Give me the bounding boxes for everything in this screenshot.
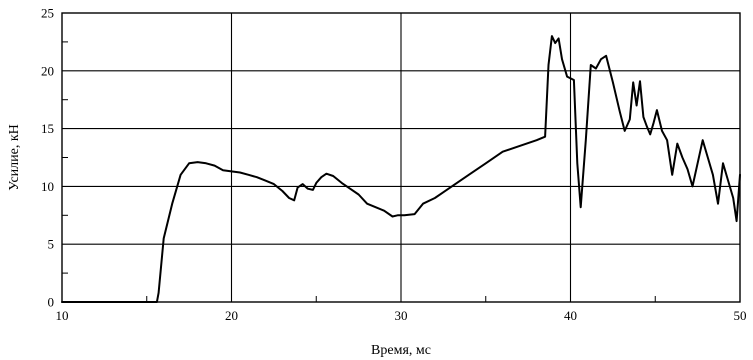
x-tick-label: 50 <box>734 308 747 323</box>
x-axis-label: Время, мс <box>371 343 431 358</box>
y-tick-label: 0 <box>48 295 55 310</box>
x-tick-label: 20 <box>225 308 238 323</box>
y-tick-label: 20 <box>41 63 54 78</box>
grid-lines <box>62 13 740 302</box>
y-axis-label: Усилие, кН <box>7 124 22 191</box>
force-series-line <box>61 35 741 303</box>
y-tick-label: 15 <box>41 121 54 136</box>
minor-ticks <box>62 41 656 302</box>
x-tick-label: 30 <box>395 308 408 323</box>
y-tick-label: 5 <box>48 237 55 252</box>
x-tick-label: 40 <box>564 308 577 323</box>
plot-frame <box>61 12 741 303</box>
y-tick-label: 10 <box>41 179 54 194</box>
y-tick-labels: 0 5 10 15 20 25 <box>41 6 54 310</box>
y-tick-label: 25 <box>41 6 54 21</box>
x-tick-label: 10 <box>56 308 69 323</box>
x-tick-labels: 10 20 30 40 50 <box>56 308 747 323</box>
